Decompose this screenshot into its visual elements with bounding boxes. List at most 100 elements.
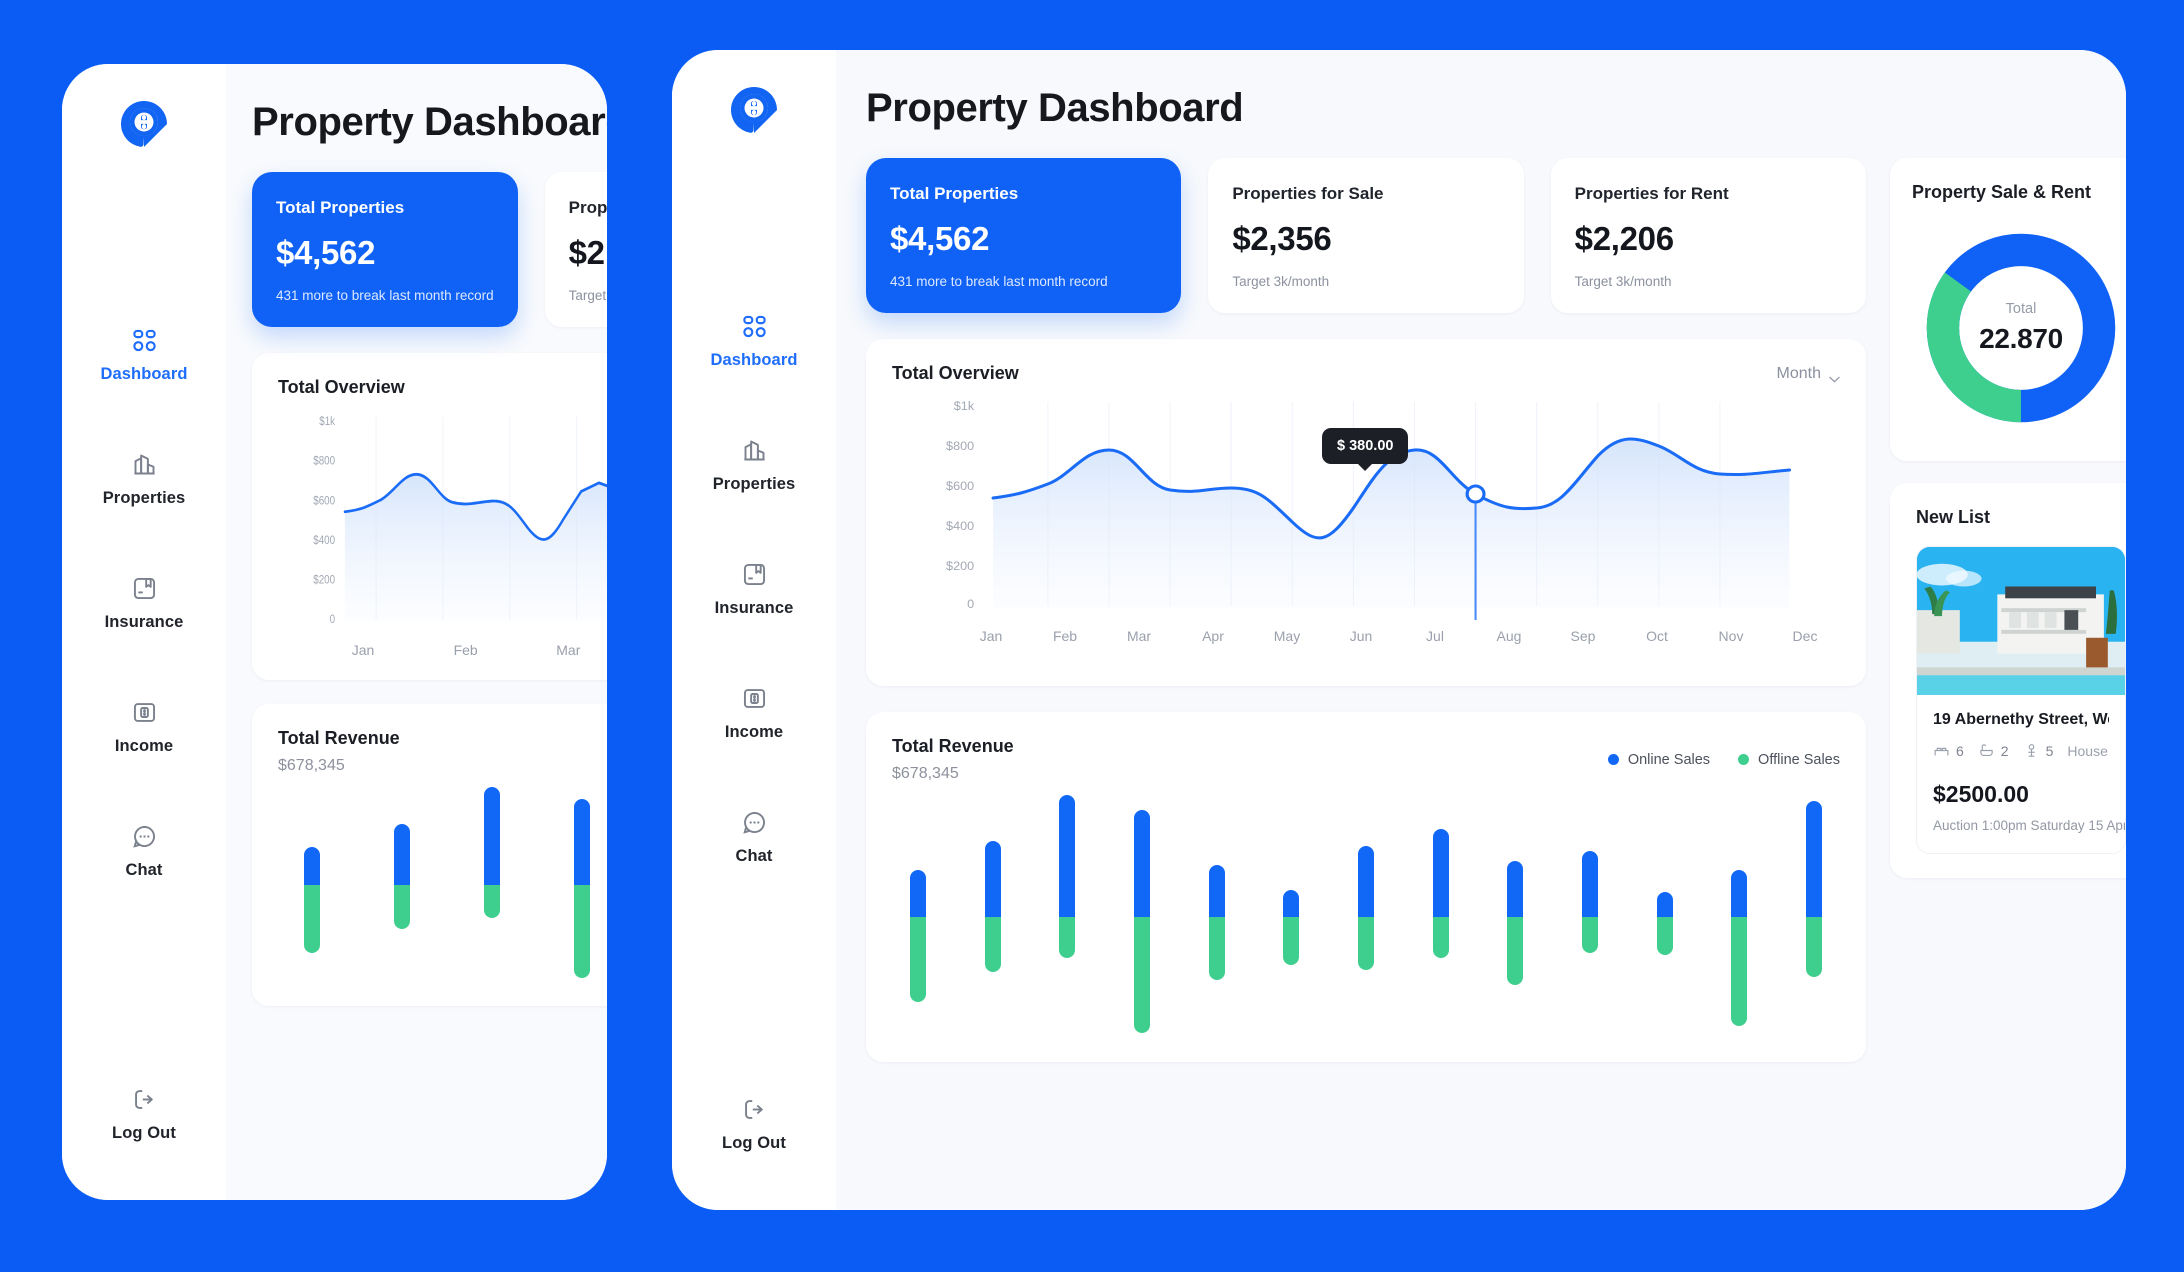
bar-offline: [1357, 916, 1374, 970]
dashboard-layout: Total Properties $4,562 431 more to brea…: [866, 158, 2126, 1062]
bar-offline: [1581, 916, 1598, 953]
chat-bubble-icon: [741, 809, 768, 836]
x-tick: Mar: [556, 642, 581, 658]
revenue-title: Total Revenue: [278, 728, 400, 748]
car-icon: [2027, 744, 2035, 757]
bar-pair[interactable]: [1507, 795, 1524, 1038]
revenue-card: Total Revenue $678,345 Online Sales Offl…: [866, 712, 1866, 1062]
dashboard-main-column: Total Properties $4,562 431 more to brea…: [866, 158, 1866, 1062]
sidebar-item-insurance[interactable]: Insurance: [672, 544, 836, 635]
bar-pair[interactable]: [304, 787, 320, 982]
spec-beds: 6: [1933, 742, 1964, 759]
stat-card-total-properties[interactable]: Total Properties $4,562 431 more to brea…: [866, 158, 1182, 313]
bar-pair[interactable]: [1357, 795, 1374, 1038]
legend-item-offline-sales[interactable]: Offline Sales: [1738, 752, 1840, 768]
bar-pair[interactable]: [1283, 795, 1300, 1038]
x-tick: Sep: [1570, 628, 1596, 644]
sidebar-item-properties[interactable]: Properties: [672, 420, 836, 511]
logout-button[interactable]: Log Out: [112, 1086, 176, 1143]
bar-online: [1133, 809, 1150, 917]
overview-line-svg: $1k $800 $600 $400 $200 0: [313, 415, 607, 626]
sidebar-nav-background: Dashboard Properties Insurance Income: [62, 310, 226, 930]
overview-line-svg: $1k $800 $600 $400 $200 0: [946, 399, 1792, 620]
bar-offline: [1805, 916, 1822, 978]
legend-label: Offline Sales: [1758, 751, 1840, 768]
bar-chart-building-icon: [741, 437, 768, 464]
bar-online: [1059, 795, 1076, 917]
revenue-legend: Online Sales Offline Sales: [1607, 751, 1840, 768]
bath-icon: [1980, 744, 1993, 757]
bar-pair[interactable]: [984, 795, 1001, 1038]
x-tick: Jan: [351, 642, 375, 658]
listing-specs: 6 2 5 House: [1933, 742, 2109, 759]
revenue-amount: $678,345: [278, 757, 345, 774]
sidebar-item-insurance[interactable]: Insurance: [62, 558, 226, 649]
listing-type: House: [2067, 742, 2108, 759]
bar-pair[interactable]: [1731, 795, 1748, 1038]
overview-line-chart: $1k $800 $600 $400 $200 0 Jan Feb Mar Ap…: [278, 408, 607, 658]
legend-dot-icon: [1738, 754, 1750, 765]
bar-pair[interactable]: [1805, 795, 1822, 1038]
sidebar-item-dashboard[interactable]: Dashboard: [672, 296, 836, 387]
page-title: Property Dashboard: [866, 86, 1244, 130]
bar-online: [1432, 829, 1449, 917]
bar-online: [1805, 801, 1822, 917]
svg-text:$400: $400: [313, 534, 335, 547]
stat-value: $2,356: [1232, 220, 1332, 257]
bed-icon: [1934, 747, 1949, 756]
sidebar-item-income[interactable]: Income: [62, 682, 226, 773]
bar-pair[interactable]: [910, 795, 926, 1038]
stat-card-for-sale[interactable]: Properties for Sale $2,356 Target 3k/mon…: [544, 172, 607, 327]
x-tick: Feb: [453, 642, 478, 658]
sale-rent-donut-chart: Total 22.870: [1918, 225, 2124, 431]
stat-card-total-properties[interactable]: Total Properties $4,562 431 more to brea…: [252, 172, 518, 327]
sidebar-item-chat[interactable]: Chat: [672, 792, 836, 883]
sidebar-item-income[interactable]: Income: [672, 668, 836, 759]
bar-pair[interactable]: [1432, 795, 1449, 1038]
sidebar-item-properties[interactable]: Properties: [62, 434, 226, 525]
bar-offline: [1208, 916, 1225, 980]
bar-pair[interactable]: [574, 787, 590, 982]
bar-offline: [1133, 916, 1150, 1034]
legend-label: Online Sales: [1627, 751, 1711, 768]
sidebar-item-label: Dashboard: [100, 365, 188, 383]
shield-document-icon: [741, 561, 768, 588]
svg-text:$800: $800: [946, 439, 974, 453]
bar-pair[interactable]: [1656, 795, 1673, 1038]
sidebar-item-label: Insurance: [104, 613, 184, 631]
overview-card-background: Total Overview $1k: [252, 353, 607, 680]
x-tick: Mar: [1126, 628, 1152, 644]
overview-card-head: Total Overview Month: [892, 363, 1840, 384]
bar-offline: [1656, 916, 1673, 956]
sidebar-background: Dashboard Properties Insurance Income: [62, 64, 226, 1200]
bar-offline: [1432, 916, 1449, 958]
bar-pair[interactable]: [1581, 795, 1598, 1038]
stats-row-background: Total Properties $4,562 431 more to brea…: [252, 172, 607, 327]
overview-range-dropdown[interactable]: Month: [1777, 365, 1840, 383]
bar-pair[interactable]: [1059, 795, 1076, 1038]
bar-pair[interactable]: [484, 787, 500, 982]
stat-value: $4,562: [890, 220, 990, 257]
app-logo-icon[interactable]: [728, 84, 780, 136]
stat-card-for-sale[interactable]: Properties for Sale $2,356 Target 3k/mon…: [1208, 158, 1524, 313]
sidebar-item-label: Income: [724, 723, 784, 741]
revenue-amount: $678,345: [892, 765, 959, 782]
listing-item[interactable]: 19 Abernethy Street, Weetan 6 2: [1916, 546, 2126, 854]
bar-pair[interactable]: [1133, 795, 1150, 1038]
sidebar-item-dashboard[interactable]: Dashboard: [62, 310, 226, 401]
grid-dashboard-icon: [131, 327, 158, 354]
legend-item-online-sales[interactable]: Online Sales: [1607, 751, 1711, 768]
bar-pair[interactable]: [394, 787, 410, 982]
stat-label: Properties for Rent: [1574, 184, 1729, 203]
revenue-title: Total Revenue: [892, 736, 1014, 756]
stat-card-for-rent[interactable]: Properties for Rent $2,206 Target 3k/mon…: [1550, 158, 1866, 313]
sidebar-item-label: Chat: [125, 861, 163, 879]
dashboard-panel-background: Dashboard Properties Insurance Income: [62, 64, 607, 1200]
bar-pair[interactable]: [1208, 795, 1225, 1038]
overview-range-label: Month: [1776, 364, 1821, 382]
sidebar-item-chat[interactable]: Chat: [62, 806, 226, 897]
chevron-down-icon: [1829, 370, 1840, 383]
logout-button[interactable]: Log Out: [722, 1096, 786, 1153]
spec-value: 6: [1956, 742, 1964, 759]
bar-offline: [1059, 916, 1076, 958]
